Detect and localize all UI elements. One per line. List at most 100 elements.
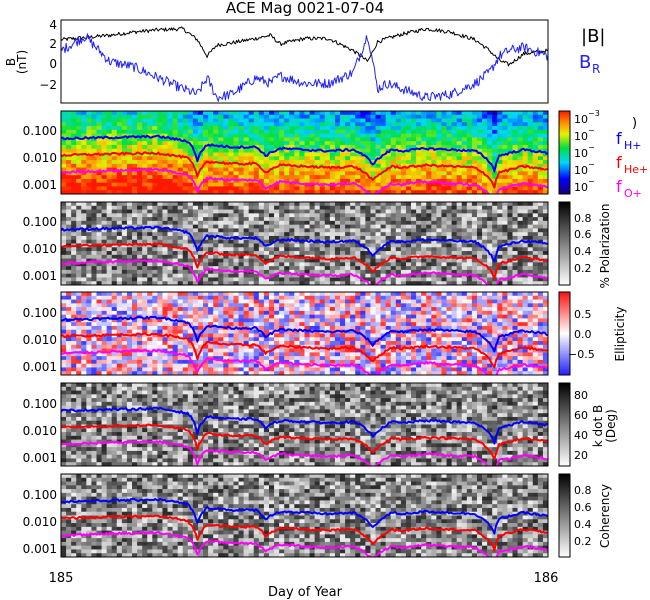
spectrogram-cell (319, 190, 326, 194)
spectrogram-cell (137, 232, 143, 237)
spectrogram-cell (81, 262, 87, 267)
spectrogram-cell (487, 114, 493, 120)
spectrogram-cell (167, 325, 174, 331)
spectrogram-cell (248, 175, 255, 180)
spectrogram-cell (91, 371, 98, 375)
spectrogram-cell (167, 266, 174, 271)
spectrogram-cell (91, 202, 98, 207)
spectrogram-cell (71, 352, 77, 357)
spectrogram-cell (258, 232, 265, 237)
f-h-line (61, 225, 548, 263)
spectrogram-cell (86, 137, 93, 142)
spectrogram-cell (461, 243, 468, 248)
spectrogram-cell (263, 114, 270, 120)
spectrogram-cell (192, 175, 199, 180)
spectrogram-cell (441, 148, 448, 154)
spectrogram-cell (203, 277, 209, 282)
spectrogram-cell (360, 175, 366, 180)
spectrogram-cell (223, 363, 229, 369)
spectrogram-cell (66, 235, 72, 241)
spectrogram-cell (187, 333, 194, 338)
spectrogram-cell (223, 141, 229, 146)
spectrogram-cell (213, 133, 219, 139)
spectrogram-cell (258, 266, 265, 271)
spectrogram-cell (324, 122, 331, 127)
spectrogram-cell (147, 310, 153, 316)
spectrogram-cell (502, 269, 509, 275)
spectrogram-cell (91, 247, 98, 252)
spectrogram-cell (345, 156, 351, 161)
spectrogram-cell (492, 171, 498, 176)
spectrogram-cell (101, 220, 108, 226)
spectrogram-cell (426, 262, 432, 267)
spectrogram-cell (395, 213, 402, 218)
spectrogram-cell (431, 129, 437, 135)
spectrogram-cell (512, 217, 519, 222)
spectrogram-cell (182, 111, 189, 116)
spectrogram-cell (416, 202, 422, 207)
spectrogram-cell (400, 262, 407, 267)
spectrogram-cell (86, 114, 93, 120)
spectrogram-cell (157, 337, 164, 342)
spectrogram-cell (172, 220, 179, 226)
spectrogram-cell (309, 129, 316, 135)
spectrogram-cell (96, 141, 103, 146)
spectrogram-cell (426, 186, 432, 191)
spectrogram-cell (203, 209, 209, 214)
spectrogram-cell (421, 247, 427, 252)
spectrogram-cell (142, 228, 148, 233)
spectrogram-cell (203, 220, 209, 226)
spectrogram-cell (289, 148, 295, 154)
spectrogram-cell (76, 175, 82, 180)
spectrogram-cell (421, 277, 427, 282)
spectrogram-cell (390, 178, 397, 184)
spectrogram-cell (390, 243, 397, 248)
spectrogram-cell (411, 281, 417, 285)
spectrogram-cell (197, 118, 204, 123)
spectrogram-cell (116, 295, 123, 301)
spectrogram-cell (91, 273, 98, 279)
spectrogram-cell (167, 213, 174, 218)
spectrogram-cell (456, 202, 463, 207)
spectrogram-cell (385, 111, 392, 116)
spectrogram-cell (172, 277, 179, 282)
spectrogram-cell (360, 269, 366, 275)
spectrogram-cell (482, 126, 488, 131)
spectrogram-cell (492, 217, 498, 222)
spectrogram-cell (426, 220, 432, 226)
spectrogram-cell (142, 205, 148, 211)
spectrogram-cell (228, 303, 235, 308)
spectrogram-cell (152, 359, 158, 365)
spectrogram-cell (197, 359, 204, 365)
spectrogram-cell (66, 232, 72, 237)
spectrogram-cell (497, 224, 503, 230)
spectrogram-cell (324, 209, 331, 214)
spectrogram-cell (411, 239, 417, 245)
spectrogram-cell (274, 232, 280, 237)
spectrogram-cell (233, 148, 240, 154)
spectrogram-cell (268, 239, 275, 245)
spectrogram-cell (314, 152, 321, 157)
spectrogram-cell (106, 341, 113, 346)
spectrogram-cell (71, 186, 77, 191)
spectrogram-cell (385, 156, 392, 161)
spectrogram-cell (507, 220, 514, 226)
spectrogram-cell (162, 273, 169, 279)
spectrogram-cell (96, 111, 103, 116)
spectrogram-cell (126, 232, 133, 237)
spectrogram-cell (284, 277, 290, 282)
spectrogram-cell (476, 122, 483, 127)
spectrogram-cell (121, 356, 128, 361)
spectrogram-cell (492, 129, 498, 135)
spectrogram-cell (385, 239, 392, 245)
spectrogram-cell (334, 247, 341, 252)
spectrogram-cell (329, 209, 336, 214)
spectrogram-cell (411, 213, 417, 218)
spectrogram-cell (517, 243, 524, 248)
spectrogram-cell (243, 254, 250, 260)
spectrogram-cell (213, 217, 219, 222)
spectrogram-cell (218, 333, 224, 338)
spectrogram-cell (395, 141, 402, 146)
spectrogram-cell (365, 118, 372, 123)
spectrogram-cell (542, 126, 548, 131)
